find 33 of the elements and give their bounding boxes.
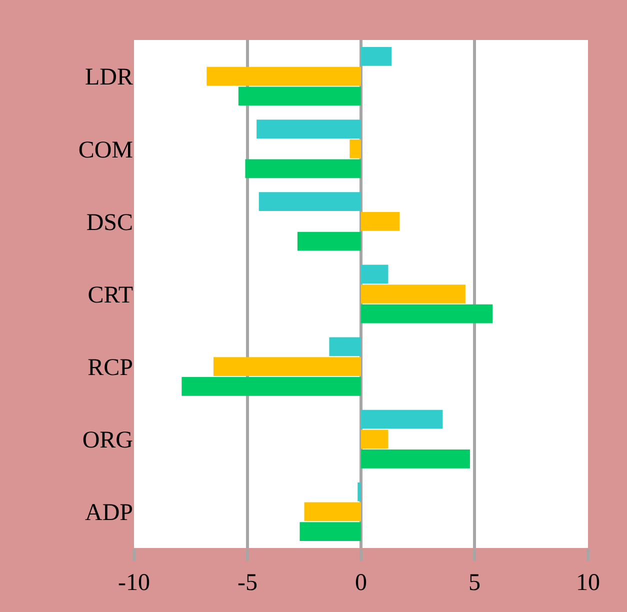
y-tick-label: LDR <box>85 64 133 91</box>
bar <box>206 66 361 86</box>
y-tick-label: DSC <box>86 210 133 236</box>
bar <box>361 430 388 449</box>
x-tick-label: 5 <box>468 570 480 596</box>
y-tick-label: ADP <box>84 500 133 526</box>
y-tick-label: ORG <box>82 428 133 454</box>
bar <box>350 139 361 158</box>
bar <box>361 410 443 429</box>
bar <box>256 120 361 138</box>
bar <box>361 284 466 304</box>
bar <box>213 357 361 376</box>
bar <box>361 450 470 468</box>
bar <box>297 232 361 251</box>
bar <box>361 304 493 324</box>
bar <box>245 159 361 178</box>
x-tick-label: 0 <box>355 570 367 596</box>
bar <box>361 264 388 284</box>
bar <box>182 376 361 396</box>
bar <box>258 192 361 212</box>
bar <box>358 482 361 502</box>
bar <box>361 212 400 231</box>
bar <box>300 522 361 541</box>
y-tick-label: COM <box>78 137 133 164</box>
y-tick-label: RCP <box>88 354 133 381</box>
bar <box>361 47 392 66</box>
x-tick-label: -10 <box>118 570 150 596</box>
bar <box>304 502 361 522</box>
y-tick-label: CRT <box>88 282 134 308</box>
x-tick-label: 10 <box>576 570 600 596</box>
bar <box>329 337 361 356</box>
bar <box>238 86 361 106</box>
x-tick-label: -5 <box>238 570 258 596</box>
